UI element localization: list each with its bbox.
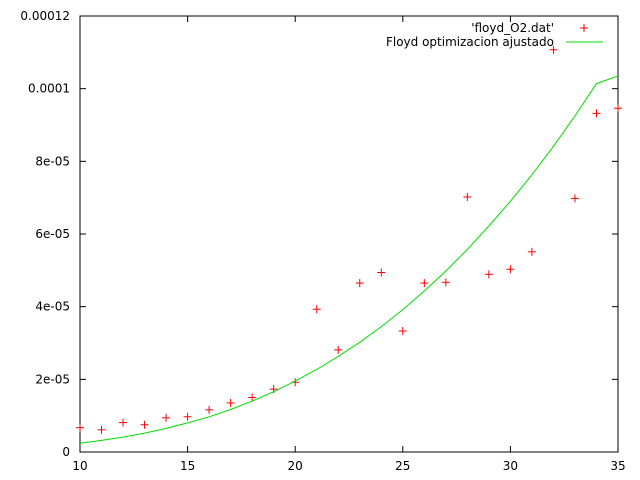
legend-point-sample [580, 24, 588, 32]
data-point [97, 425, 106, 434]
y-tick-label: 6e-05 [35, 227, 70, 241]
x-tick-label: 30 [503, 459, 518, 473]
data-point [549, 45, 558, 54]
legend: 'floyd_O2.dat'Floyd optimizacion ajustad… [386, 21, 603, 49]
data-point [463, 192, 472, 201]
data-point [614, 104, 622, 113]
data-point [441, 278, 450, 287]
data-point [140, 420, 149, 429]
y-tick-label: 0.00012 [20, 9, 70, 23]
x-tick-label: 10 [72, 459, 87, 473]
x-tick-label: 20 [288, 459, 303, 473]
data-point [119, 418, 128, 427]
x-tick-label: 25 [395, 459, 410, 473]
data-point [226, 398, 235, 407]
data-point [592, 109, 601, 118]
y-tick-label: 4e-05 [35, 300, 70, 314]
data-point [398, 327, 407, 336]
data-point [420, 279, 429, 288]
data-point [484, 270, 493, 279]
data-point [377, 268, 386, 277]
data-point [162, 413, 171, 422]
x-tick-label: 35 [610, 459, 625, 473]
plot-frame [79, 15, 619, 453]
data-point [312, 305, 321, 314]
y-tick-label: 8e-05 [35, 154, 70, 168]
data-point [248, 393, 257, 402]
legend-label: 'floyd_O2.dat' [471, 21, 554, 35]
y-tick-label: 0 [62, 445, 70, 459]
series-layer [76, 45, 622, 444]
data-point [527, 247, 536, 256]
fit-line [79, 75, 619, 444]
axis-ticks: 10 15 20 25 30 35 0 2e-05 4e-05 6e-05 8e-05 0.0001 0… [20, 9, 625, 473]
y-tick-label: 0.0001 [28, 82, 70, 96]
data-point [334, 345, 343, 354]
x-tick-label: 15 [180, 459, 195, 473]
data-point [183, 412, 192, 421]
y-tick-label: 2e-05 [35, 372, 70, 386]
data-point [76, 423, 84, 432]
data-point [355, 279, 364, 288]
data-point [570, 194, 579, 203]
legend-label: Floyd optimizacion ajustado [386, 35, 554, 49]
data-point [506, 265, 515, 274]
data-point [205, 405, 214, 414]
